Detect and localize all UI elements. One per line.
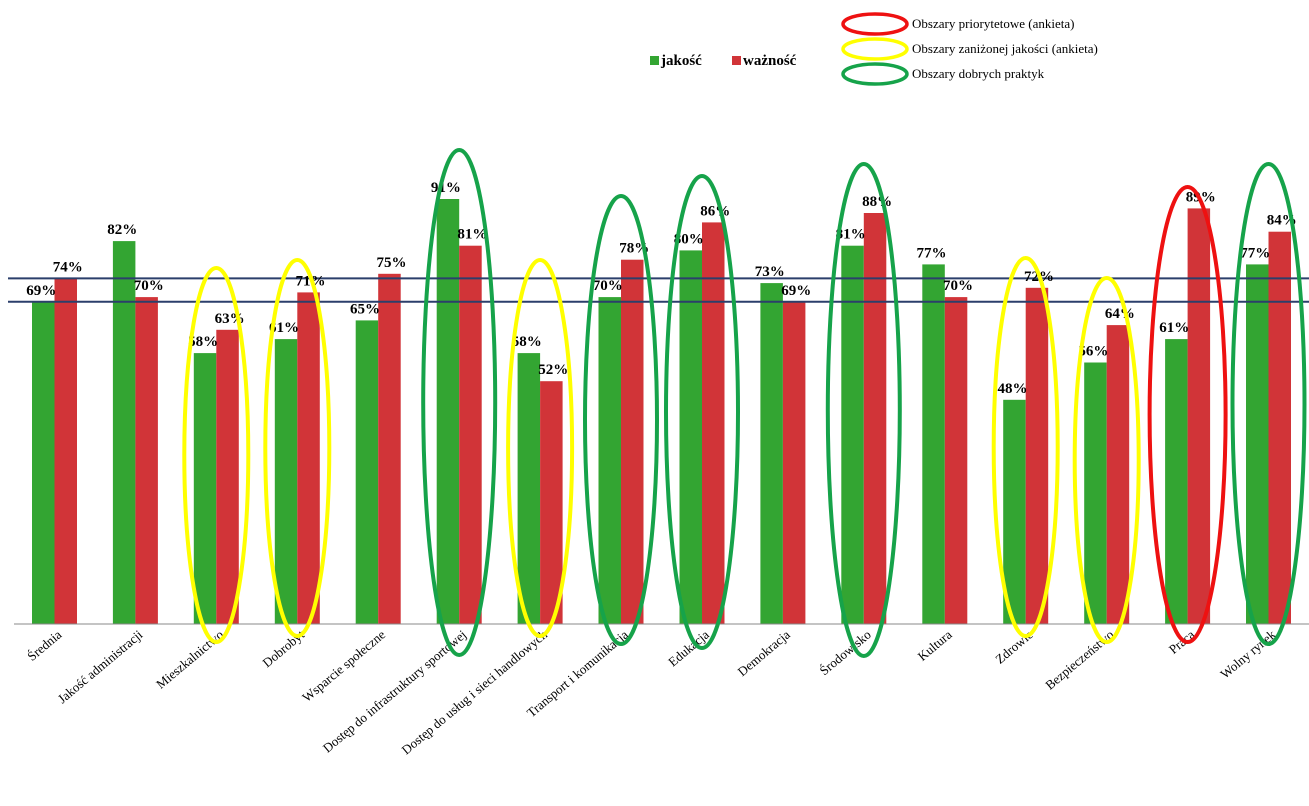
data-label-waznosc-6: 52% (538, 362, 568, 378)
bar-jakosc-8 (679, 250, 702, 624)
data-label-jakosc-11: 77% (917, 245, 947, 261)
data-label-waznosc-4: 75% (377, 255, 407, 271)
legend-ellipse-green (841, 62, 909, 86)
bar-waznosc-14 (1187, 208, 1211, 624)
x-tick-label-5: Dostęp do infrastruktury sportowej (320, 627, 469, 756)
data-label-jakosc-2: 58% (188, 334, 218, 350)
bar-waznosc-13 (1106, 325, 1130, 624)
bar-jakosc-9 (760, 283, 783, 624)
bar-waznosc-3 (297, 292, 320, 624)
bar-waznosc-1 (135, 297, 158, 624)
x-tick-label-2: Mieszkalnictwo (153, 627, 226, 692)
legend-label-jakosc: jakość (660, 53, 702, 69)
bar-waznosc-5 (459, 245, 482, 624)
bar-waznosc-7 (621, 259, 644, 624)
x-tick-label-11: Kultura (915, 627, 955, 664)
x-tick-label-0: Średnia (24, 627, 64, 664)
bar-jakosc-7 (598, 297, 621, 624)
data-label-waznosc-5: 81% (457, 227, 487, 243)
x-tick-label-10: Środowisko (817, 627, 874, 678)
bar-jakosc-12 (1003, 399, 1026, 624)
highlight-ellipse-yellow-2 (182, 266, 251, 644)
data-label-waznosc-8: 86% (700, 203, 730, 219)
highlight-ellipse-green-5 (421, 148, 498, 657)
bar-waznosc-11 (944, 297, 968, 624)
legend-ellipse-label-red: Obszary priorytetowe (ankieta) (912, 16, 1074, 31)
x-tick-label-13: Bezpieczeństwo (1042, 627, 1116, 693)
highlight-ellipse-yellow-6 (506, 258, 575, 638)
highlight-ellipse-green-8 (664, 174, 740, 650)
data-label-jakosc-12: 48% (998, 381, 1028, 397)
x-tick-label-1: Jakość administracji (55, 627, 146, 707)
bar-jakosc-5 (436, 199, 460, 624)
highlight-ellipse-red-14 (1147, 185, 1228, 644)
data-label-jakosc-1: 82% (107, 222, 137, 238)
bar-jakosc-15 (1246, 264, 1269, 624)
data-label-waznosc-0: 74% (53, 259, 83, 275)
data-label-jakosc-4: 65% (350, 301, 380, 317)
x-tick-label-4: Wsparcie społeczne (299, 627, 388, 705)
data-label-jakosc-13: 56% (1078, 344, 1108, 360)
legend-ellipse-yellow (841, 37, 909, 61)
data-label-waznosc-9: 69% (781, 283, 811, 299)
x-tick-label-9: Demokracja (735, 627, 793, 679)
bar-jakosc-13 (1084, 362, 1107, 624)
highlight-ellipse-green-7 (583, 194, 659, 646)
highlight-ellipse-yellow-12 (991, 256, 1060, 638)
bar-jakosc-6 (517, 353, 541, 624)
bar-waznosc-12 (1025, 287, 1049, 624)
bar-waznosc-8 (702, 222, 725, 624)
bar-waznosc-0 (54, 278, 77, 624)
bar-jakosc-1 (112, 241, 136, 624)
data-label-jakosc-8: 80% (674, 231, 704, 247)
data-label-waznosc-13: 64% (1105, 306, 1135, 322)
data-label-jakosc-9: 73% (755, 264, 785, 280)
bar-waznosc-15 (1268, 231, 1291, 624)
legend-swatch-waznosc (732, 56, 741, 65)
legend-swatch-jakosc (650, 56, 659, 65)
bars-layer (32, 199, 1291, 625)
bar-waznosc-9 (782, 301, 806, 624)
legend: jakość ważność Obszary priorytetowe (ankie… (650, 12, 1098, 86)
bar-jakosc-11 (922, 264, 945, 624)
bar-jakosc-3 (274, 339, 298, 624)
data-label-jakosc-7: 70% (593, 278, 623, 294)
bar-waznosc-4 (378, 273, 401, 625)
bar-waznosc-10 (863, 213, 887, 624)
data-label-jakosc-10: 81% (836, 227, 866, 243)
data-label-jakosc-15: 77% (1240, 245, 1270, 261)
x-tick-label-6: Dostęp do usług i sieci handlowych (398, 626, 550, 757)
highlight-ellipse-green-10 (825, 162, 902, 658)
bar-jakosc-4 (355, 320, 379, 624)
highlight-ellipse-yellow-3 (263, 258, 332, 638)
legend-ellipse-label-green: Obszary dobrych praktyk (912, 66, 1045, 81)
bar-jakosc-10 (841, 245, 864, 624)
bar-jakosc-14 (1165, 339, 1188, 624)
data-label-waznosc-1: 70% (134, 278, 164, 294)
x-tick-label-15: Wolny rynek (1217, 626, 1278, 681)
data-label-jakosc-14: 61% (1159, 320, 1189, 336)
data-label-jakosc-6: 58% (512, 334, 542, 350)
bar-waznosc-2 (216, 329, 239, 624)
highlight-ellipse-green-15 (1230, 162, 1307, 646)
bar-waznosc-6 (540, 381, 563, 624)
highlight-ellipse-yellow-13 (1072, 276, 1141, 644)
legend-ellipse-label-yellow: Obszary zaniżonej jakości (ankieta) (912, 41, 1098, 56)
data-label-waznosc-11: 70% (943, 278, 973, 294)
legend-ellipse-red (841, 12, 909, 36)
data-label-jakosc-3: 61% (269, 320, 299, 336)
data-label-waznosc-10: 88% (862, 194, 892, 210)
data-label-jakosc-5: 91% (431, 180, 461, 196)
data-label-jakosc-0: 69% (26, 283, 56, 299)
bar-jakosc-0 (32, 301, 55, 624)
bar-jakosc-2 (193, 353, 217, 624)
legend-label-waznosc: ważność (743, 53, 797, 69)
highlight-ellipses-layer (182, 148, 1307, 658)
